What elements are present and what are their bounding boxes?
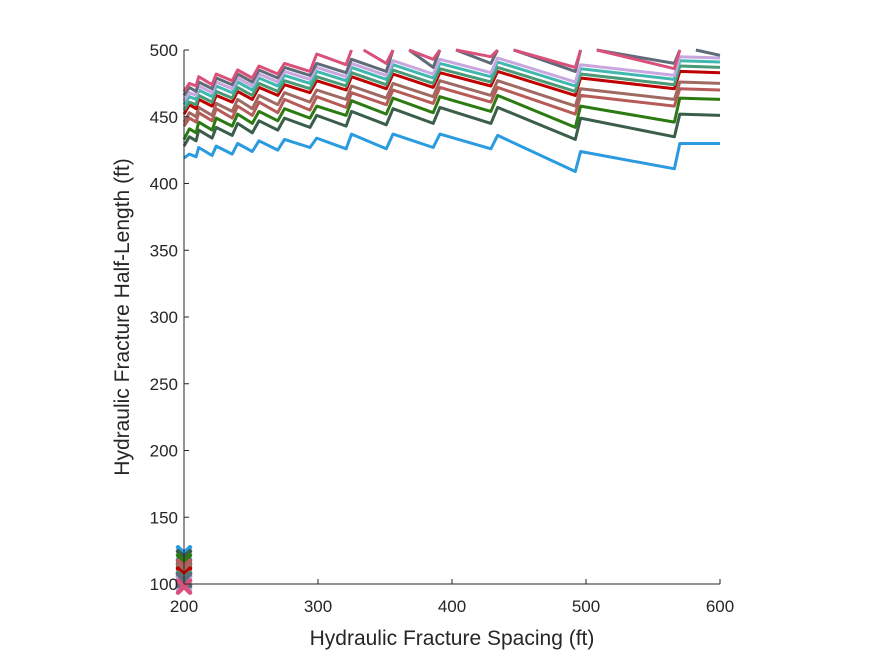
y-tick-label: 500	[150, 41, 178, 60]
y-tick-label: 150	[150, 508, 178, 527]
x-tick-label: 500	[572, 597, 600, 616]
y-tick-label: 250	[150, 375, 178, 394]
axes: 200 300 400 500 600 100 150 200 250 300 350 400 450 5…	[150, 41, 735, 616]
series-line-7	[182, 64, 721, 111]
series-line-4	[182, 85, 721, 127]
x-tick-label: 600	[706, 597, 734, 616]
series-line-1	[183, 132, 720, 173]
x-tick-label: 200	[170, 597, 198, 616]
series-line-3	[182, 93, 721, 141]
series-line-10	[182, 48, 721, 97]
y-tick-label: 350	[150, 241, 178, 260]
series-line-11	[182, 48, 682, 93]
y-tick-label: 300	[150, 308, 178, 327]
series-layer	[182, 48, 721, 173]
series-marker-11	[175, 578, 193, 595]
y-tick-label: 200	[150, 442, 178, 461]
x-tick-label: 400	[438, 597, 466, 616]
x-axis-label: Hydraulic Fracture Spacing (ft)	[310, 627, 595, 650]
x-tick-label: 300	[304, 597, 332, 616]
y-tick-label: 400	[150, 175, 178, 194]
series-line-5	[182, 79, 721, 123]
y-tick-label: 100	[150, 575, 178, 594]
y-axis-label: Hydraulic Fracture Half-Length (ft)	[111, 158, 134, 475]
series-line-2	[182, 105, 721, 147]
y-tick-label: 450	[150, 108, 178, 127]
